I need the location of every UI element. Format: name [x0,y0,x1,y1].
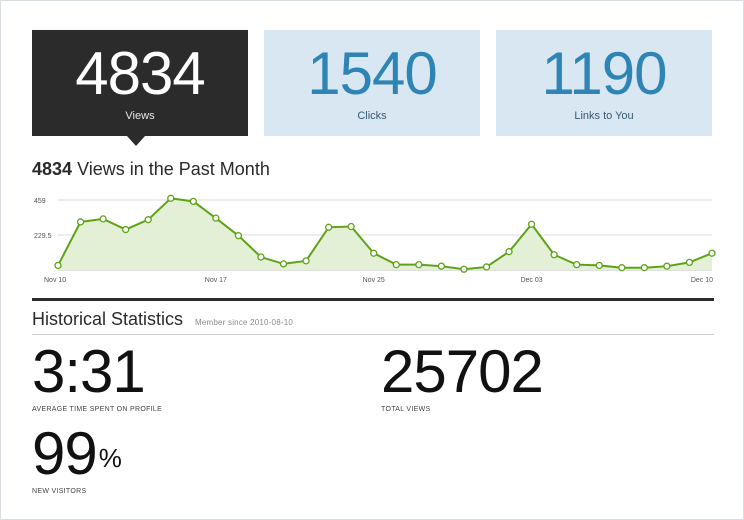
y-tick-label: 229.5 [34,233,52,240]
data-point [573,261,581,269]
data-point [618,264,626,272]
clicks-count: 1540 [307,40,437,107]
x-tick-label: Dec 10 [691,277,713,284]
data-point [167,194,175,202]
views-tile[interactable]: 4834 Views [32,30,248,136]
y-tick-label: 459 [34,198,46,205]
historical-title: Historical Statistics [32,309,184,329]
x-tick-label: Nov 25 [363,277,385,284]
total-views-stat: 25702 TOTAL VIEWS [381,338,544,414]
data-point [595,261,603,270]
data-point [640,264,648,272]
data-point [482,263,491,271]
data-point [685,258,694,267]
data-point [415,261,423,269]
data-point [54,261,62,270]
x-tick-label: Dec 03 [520,277,542,284]
total-views-value: 25702 [381,338,544,405]
links-label: Links to You [574,110,634,122]
views-count: 4834 [75,40,205,107]
clicks-tile[interactable]: 1540 Clicks [264,30,480,136]
new-visitors-stat: 99% NEW VISITORS [32,424,122,496]
data-point [279,260,288,268]
data-point [505,248,513,256]
new-visitors-value-wrap: 99% [32,424,122,484]
data-point [550,251,558,259]
links-tile[interactable]: 1190 Links to You [496,30,712,136]
data-point [234,232,243,240]
links-count: 1190 [541,40,667,107]
data-point [99,215,107,223]
active-tile-pointer [127,136,145,146]
views-chart: 229.5 459 Nov 10 Nov 17 Nov 25 Dec 03 Dec 10 [34,194,716,284]
views-label: Views [125,110,155,122]
data-point [370,249,378,257]
chart-heading-count: 4834 [32,159,73,179]
historical-divider [32,334,714,335]
avg-time-stat: 3:31 AVERAGE TIME SPENT ON PROFILE [32,338,163,414]
data-point [392,261,400,269]
historical-heading: Historical Statistics Member since 2010-0… [32,309,293,330]
data-point [189,197,197,206]
data-point [527,220,536,228]
new-visitors-value: 99 [32,420,98,487]
section-divider [32,298,714,301]
x-tick-label: Nov 17 [205,277,227,284]
avg-time-caption: AVERAGE TIME SPENT ON PROFILE [32,406,163,413]
data-point [347,222,355,231]
new-visitors-unit: % [98,443,122,473]
data-point [212,214,220,222]
data-point [144,216,152,224]
views-area [58,198,712,270]
chart-heading-text: Views in the Past Month [77,159,270,179]
new-visitors-caption: NEW VISITORS [32,488,87,495]
clicks-label: Clicks [357,110,387,122]
data-point [708,249,716,257]
total-views-caption: TOTAL VIEWS [381,406,431,413]
data-point [663,262,671,270]
data-point [76,218,85,226]
views-line [57,197,713,271]
member-since: Member since 2010-08-10 [195,318,294,327]
data-point [257,253,265,261]
data-point [122,225,130,234]
x-tick-label: Nov 10 [44,277,66,284]
chart-heading: 4834 Views in the Past Month [32,159,270,180]
data-point [460,265,468,273]
data-point [437,262,446,270]
avg-time-value: 3:31 [32,338,146,405]
data-point [324,223,333,231]
data-point [302,257,310,265]
